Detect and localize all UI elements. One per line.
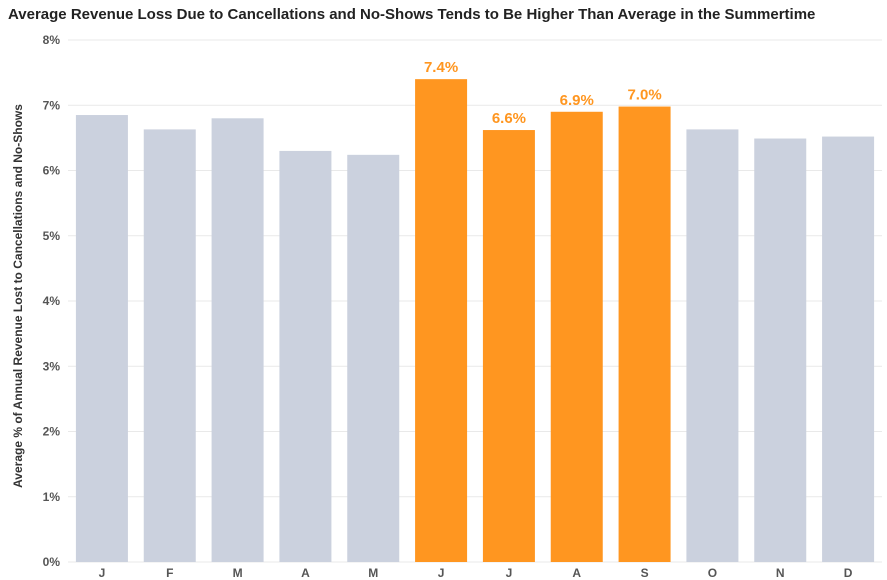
- x-tick-label: J: [506, 566, 513, 580]
- bar-a-8: [550, 111, 603, 563]
- y-axis-ticks: 0% 1% 2% 3% 4% 5% 6% 7% 8%: [43, 33, 61, 569]
- bars: [75, 79, 875, 563]
- y-tick-label: 0%: [43, 555, 61, 569]
- bar-j-1: [75, 115, 128, 562]
- y-tick-label: 6%: [43, 164, 61, 178]
- bar-m-5: [347, 154, 400, 562]
- data-labels: 7.4% 6.6% 6.9% 7.0%: [424, 59, 662, 127]
- y-tick-label: 5%: [43, 229, 61, 243]
- y-tick-label: 3%: [43, 359, 61, 373]
- x-tick-label: M: [368, 566, 378, 580]
- x-tick-label: S: [641, 566, 649, 580]
- y-tick-label: 4%: [43, 294, 61, 308]
- y-tick-label: 2%: [43, 425, 61, 439]
- x-tick-label: J: [438, 566, 445, 580]
- x-tick-label: F: [166, 566, 173, 580]
- bar-j-6: [415, 79, 468, 563]
- x-tick-label: O: [708, 566, 717, 580]
- bar-n-11: [754, 138, 807, 562]
- bar-j-7: [482, 130, 535, 563]
- x-tick-label: A: [301, 566, 310, 580]
- data-label: 6.6%: [492, 110, 526, 127]
- x-tick-label: D: [844, 566, 853, 580]
- bar-s-9: [618, 106, 671, 563]
- bar-o-10: [686, 129, 739, 562]
- data-label: 7.0%: [627, 87, 661, 104]
- chart-title: Average Revenue Loss Due to Cancellation…: [8, 6, 816, 23]
- y-axis-label: Average % of Annual Revenue Lost to Canc…: [11, 104, 25, 488]
- y-tick-label: 8%: [43, 33, 61, 47]
- bar-d-12: [822, 136, 875, 562]
- data-label: 6.9%: [560, 92, 594, 109]
- x-tick-label: J: [99, 566, 106, 580]
- data-label: 7.4%: [424, 59, 458, 76]
- grid-lines: [68, 39, 882, 563]
- x-tick-label: N: [776, 566, 785, 580]
- bar-a-4: [279, 150, 332, 563]
- x-tick-label: M: [233, 566, 243, 580]
- x-tick-label: A: [572, 566, 581, 580]
- bar-f-2: [143, 129, 196, 562]
- y-tick-label: 1%: [43, 490, 61, 504]
- y-tick-label: 7%: [43, 98, 61, 112]
- bar-m-3: [211, 118, 264, 563]
